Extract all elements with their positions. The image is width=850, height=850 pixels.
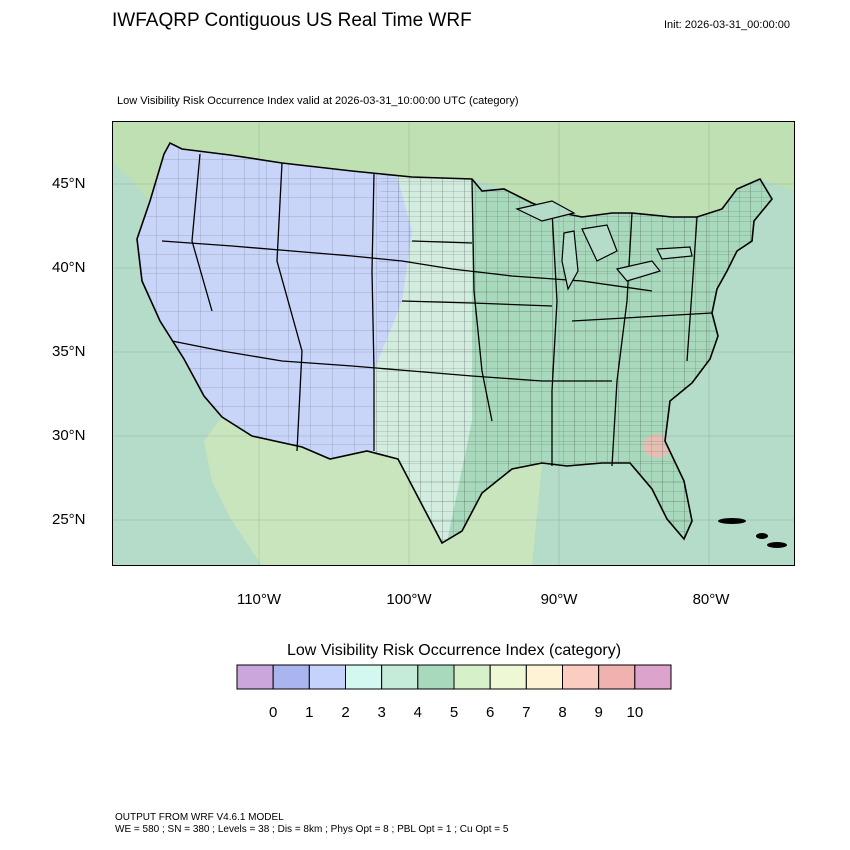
colorbar-label: 8	[558, 704, 567, 721]
map-border	[112, 121, 795, 566]
colorbar-box	[381, 664, 419, 690]
colorbar-box	[598, 664, 636, 690]
lat-label-45: 45°N	[52, 175, 86, 192]
great-lakes	[515, 200, 693, 291]
chart-title: IWFAQRP Contiguous US Real Time WRF	[112, 10, 472, 31]
colorbar-title: Low Visibility Risk Occurrence Index (ca…	[286, 642, 622, 659]
lat-label-40: 40°N	[52, 259, 86, 276]
colorbar-box	[417, 664, 455, 690]
colorbar-label: 5	[449, 704, 459, 721]
footer-model: OUTPUT FROM WRF V4.6.1 MODEL	[115, 812, 284, 823]
colorbar-label: 7	[522, 704, 531, 721]
colorbar-label: 3	[377, 704, 386, 721]
mexico-region	[204, 417, 542, 566]
caribbean-islands	[718, 518, 787, 548]
baja-peninsula	[208, 443, 272, 546]
grid-lines	[112, 121, 795, 566]
lat-label-35: 35°N	[52, 343, 86, 360]
colorbar-box	[308, 664, 347, 690]
colorbar-box	[634, 664, 672, 690]
colorbar-label: 6	[485, 704, 495, 721]
footer-config: WE = 580 ; SN = 380 ; Levels = 38 ; Dis …	[115, 824, 509, 835]
colorbar-label: 4	[413, 704, 422, 721]
map-panel	[112, 121, 795, 566]
init-time: Init: 2026-03-31_00:00:00	[664, 19, 790, 31]
colorbar-label: 10	[626, 704, 644, 721]
colorbar-box	[489, 664, 527, 690]
lat-label-25: 25°N	[52, 511, 86, 528]
colorbar-box	[525, 664, 564, 690]
colorbar-box	[345, 664, 383, 690]
colorbar-box	[453, 664, 491, 690]
lon-label-80: 80°W	[692, 591, 730, 608]
lat-label-30: 30°N	[52, 427, 86, 444]
colorbar-box	[272, 664, 310, 690]
state-borders	[161, 153, 713, 467]
colorbar	[236, 664, 672, 690]
colorbar-label: 0	[268, 704, 278, 721]
colorbar-box	[236, 664, 274, 690]
colorbar-label: 2	[341, 704, 350, 721]
lon-label-110: 110°W	[236, 591, 282, 608]
lon-label-90: 90°W	[540, 591, 578, 608]
colorbar-label: 9	[594, 704, 603, 721]
lon-label-100: 100°W	[386, 591, 432, 608]
colorbar-label: 1	[305, 704, 314, 721]
canada-region	[112, 121, 795, 217]
colorbar-box	[562, 664, 600, 690]
map-subtitle: Low Visibility Risk Occurrence Index val…	[117, 95, 519, 107]
